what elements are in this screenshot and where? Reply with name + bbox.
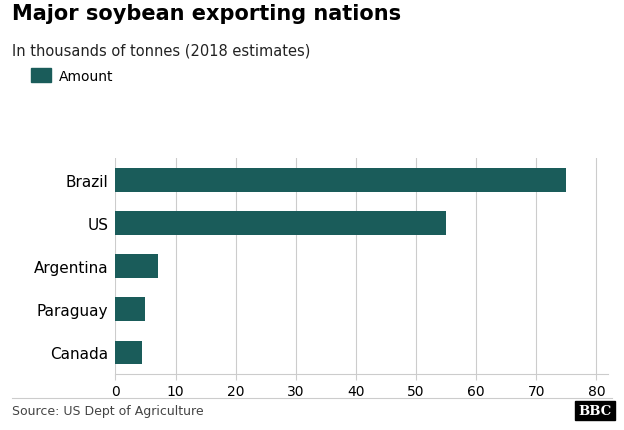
Legend: Amount: Amount (31, 69, 114, 83)
Bar (115, 169, 567, 193)
Text: Source: US Dept of Agriculture: Source: US Dept of Agriculture (12, 404, 204, 417)
Text: BBC: BBC (578, 404, 612, 417)
Bar (115, 298, 145, 322)
Text: In thousands of tonnes (2018 estimates): In thousands of tonnes (2018 estimates) (12, 43, 311, 58)
Bar (115, 212, 446, 236)
Bar (115, 341, 142, 365)
Text: Major soybean exporting nations: Major soybean exporting nations (12, 4, 402, 24)
Bar (115, 255, 157, 279)
